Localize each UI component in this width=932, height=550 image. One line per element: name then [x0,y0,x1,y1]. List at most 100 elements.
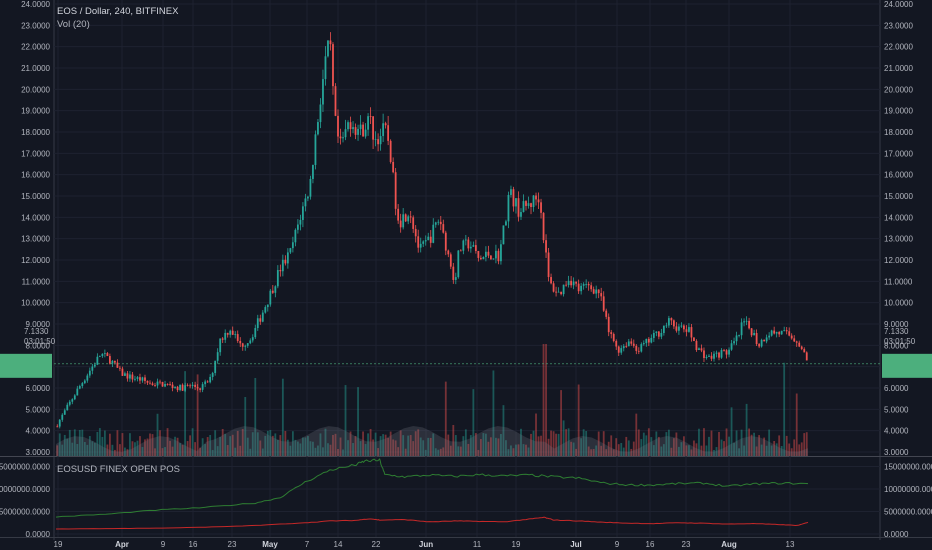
y-tick-label-left: 19.0000 [21,107,50,116]
volume-bar [362,431,364,456]
volume-bar [482,433,485,456]
candle-body [71,399,74,402]
volume-bar [715,447,718,456]
candle-body [728,349,730,355]
candle-body [775,332,778,334]
candle-body [683,325,685,330]
candle-body [515,198,517,207]
candle-body [111,360,114,364]
volume-bar [322,447,324,456]
x-tick-label: 16 [189,540,198,549]
candle-body [161,382,164,387]
volume-bar [730,407,733,456]
open-pos-indicator-label[interactable]: EOSUSD FINEX OPEN POS [57,464,180,475]
volume-bar [474,433,477,456]
candle-body [216,352,219,361]
candle-body [617,346,620,353]
candle-body [392,161,395,173]
candle-body [124,373,126,376]
volume-bar [407,435,410,456]
candle-body [246,343,249,346]
volume-indicator-label[interactable]: Vol (20) [57,19,90,30]
candle-body [705,356,708,359]
volume-bar [750,434,753,456]
volume-bar [191,428,194,456]
volume-bar [454,435,457,456]
volume-bar [755,446,758,456]
candle-body [284,259,287,264]
candle-body [324,56,327,80]
symbol-title[interactable]: EOS / Dollar, 240, BITFINEX [57,6,179,17]
volume-bar [615,438,618,456]
volume-bar [690,449,693,456]
sub-y-tick-label-right: 0.0000 [884,530,909,539]
volume-bar [382,434,385,456]
candle-body [417,236,420,248]
candle-body [274,286,277,293]
volume-bar [377,448,380,456]
volume-bar [424,449,427,456]
candle-body [149,382,151,384]
candle-body [532,195,535,208]
volume-bar [422,440,425,456]
volume-bar [131,441,134,456]
candle-body [479,257,482,260]
volume-bar [364,444,367,456]
volume-bar [312,441,314,456]
candle-body [354,127,357,135]
volume-bar [520,428,522,456]
volume-bar [647,428,650,456]
candle-body [467,239,470,249]
volume-bar [733,442,735,456]
candle-body [402,214,405,228]
candle-body [590,285,593,290]
candle-body [337,115,339,137]
volume-bar [417,429,420,456]
volume-bar [532,430,535,456]
candle-body [144,377,146,381]
y-tick-label-right: 18.0000 [884,128,913,137]
last-price-tag [882,353,932,378]
candle-body [582,284,585,286]
volume-bars [56,344,808,456]
candle-body [502,225,505,245]
x-tick-label: 23 [228,540,237,549]
volume-bar [798,444,801,456]
volume-bar [477,449,480,456]
volume-bar [675,432,678,456]
sub-y-tick-label-right: 10000000.0000 [884,485,932,494]
candle-body [768,335,771,338]
candle-body [667,318,670,326]
volume-bar [555,433,557,456]
volume-bar [467,443,470,456]
volume-bar [256,432,259,456]
candle-body [389,140,392,162]
candle-body [630,341,633,344]
volume-bar [439,448,442,456]
volume-bar [103,430,106,456]
y-tick-label-right: 13.0000 [884,235,913,244]
candle-body [414,228,417,237]
y-tick-label-left: 6.0000 [26,384,51,393]
volume-bar [68,429,71,456]
volume-bar [294,439,297,456]
volume-bar [161,448,164,456]
candle-body [693,337,695,341]
candle-body [662,325,665,333]
volume-bar [56,445,59,456]
volume-bar [58,433,61,456]
candle-body [765,337,768,342]
candle-body [439,221,442,225]
volume-bar [136,440,139,456]
candle-body [713,353,715,359]
volume-bar [698,428,700,456]
y-tick-label-right: 5.0000 [884,405,909,414]
candle-body [595,289,598,294]
volume-bar [174,436,176,456]
volume-bar [359,441,362,456]
candle-body [577,283,580,292]
volume-bar [106,444,109,456]
